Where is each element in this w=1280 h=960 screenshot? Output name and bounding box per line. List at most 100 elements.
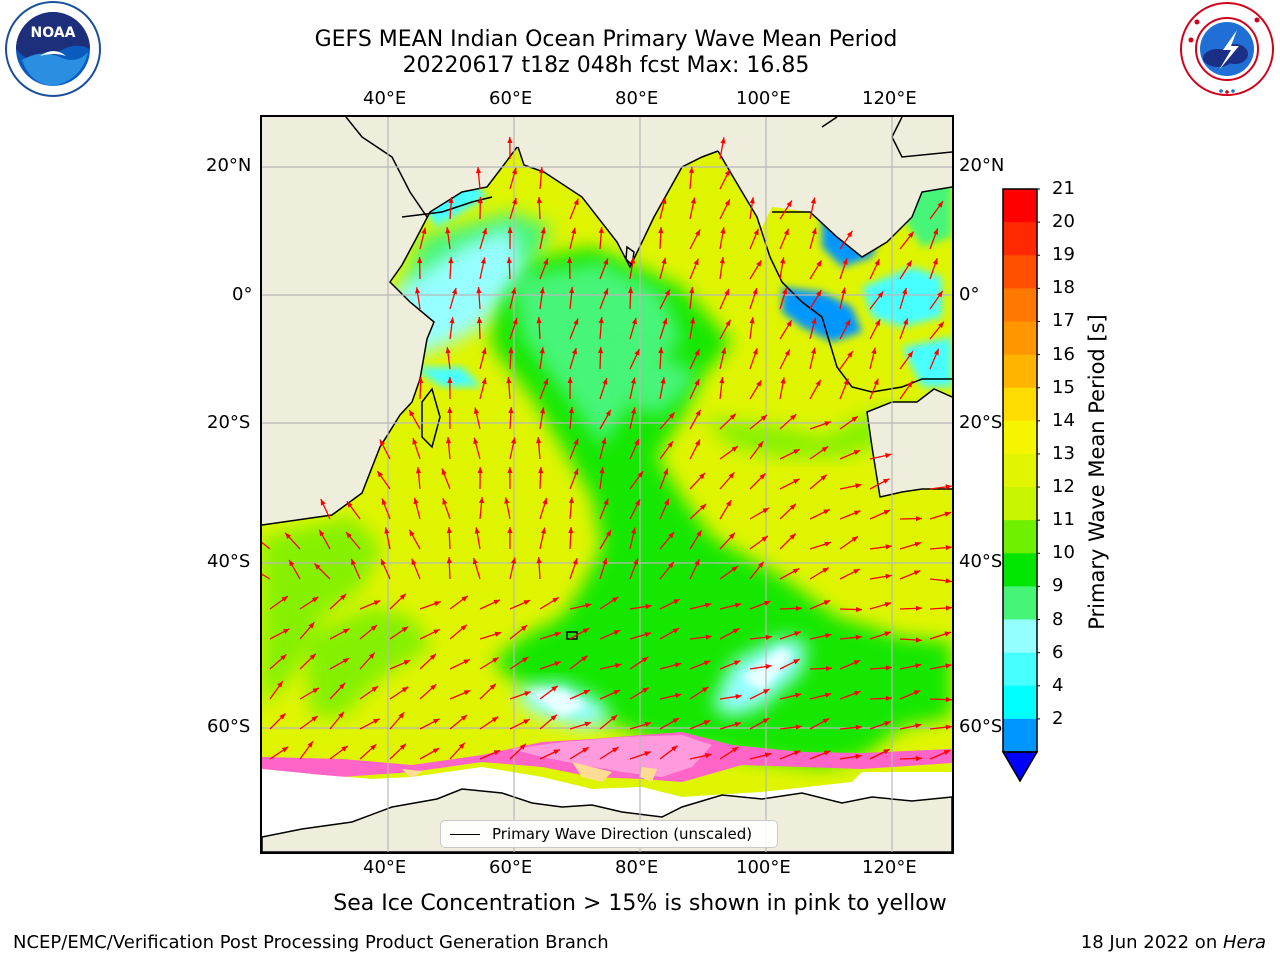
wave-direction-arrow [509,317,518,340]
wave-direction-arrow [380,558,391,580]
colorbar-cell [1003,586,1037,621]
wave-direction-arrow [809,289,822,310]
wave-direction-arrow [569,227,577,250]
wave-direction-arrow [719,471,735,490]
wave-direction-arrow [719,532,736,550]
wave-direction-arrow [449,658,471,670]
wave-direction-arrow [659,693,682,700]
footer-host: Hera [1222,932,1266,953]
wave-direction-arrow [473,437,481,460]
lat-label-left-20n: 20°N [206,155,252,176]
wave-direction-arrow [869,347,877,370]
wave-direction-arrow [479,749,501,760]
map-panel[interactable]: Primary Wave Direction (unscaled) [260,115,954,854]
wave-direction-arrow [569,287,575,310]
wave-direction-arrow [299,596,319,610]
wave-direction-arrow [929,545,952,551]
wave-direction-arrow [689,719,711,730]
wave-direction-arrow [779,448,801,460]
wave-direction-arrow [749,414,768,430]
wave-direction-arrow [599,258,609,280]
wave-direction-arrow [689,378,700,400]
wave-direction-arrow [749,752,772,760]
wave-direction-arrow [719,602,742,610]
wave-direction-arrow [719,377,725,400]
colorbar-underflow-triangle [1001,751,1039,783]
noaa-logo-text: NOAA [31,25,76,41]
wave-direction-arrow [509,691,531,700]
wave-direction-arrow [299,653,317,670]
wave-direction-arrow [629,656,649,670]
wave-direction-arrow [446,556,452,580]
wave-direction-arrow [449,714,468,730]
wave-direction-arrow [839,724,862,730]
wave-direction-arrow [629,317,637,340]
wave-direction-arrow [449,624,468,640]
wave-direction-arrow [598,317,604,340]
wave-direction-arrow [629,407,636,430]
wave-direction-arrow [869,720,891,730]
wave-direction-arrow [599,288,609,310]
lat-label-left-20s: 20°S [207,412,251,433]
lon-label-bottom-40e: 40°E [363,857,407,878]
wave-direction-arrow [629,348,640,370]
wave-direction-arrow [475,167,482,190]
colorbar-tick-label: 16 [1052,343,1075,365]
wave-direction-arrow [659,412,676,430]
wave-direction-arrow [749,228,760,250]
wave-direction-arrow [477,196,483,220]
wave-direction-arrow [659,377,666,400]
wave-direction-arrow [719,722,742,730]
wave-direction-arrow [899,637,923,643]
wave-direction-arrow [929,663,952,670]
wave-direction-arrow [479,347,487,370]
wave-direction-arrow [779,478,800,490]
wave-direction-arrow [539,378,549,400]
wave-direction-arrow [299,621,315,640]
wave-direction-arrow [839,257,848,280]
wave-direction-arrow [899,350,914,370]
wave-direction-arrow [779,631,802,640]
wave-direction-arrow [599,467,605,490]
wave-direction-arrow [479,683,497,700]
wave-direction-arrow [599,629,621,640]
wave-direction-arrow [299,687,320,700]
wave-direction-arrow [929,724,952,730]
wave-direction-arrow [419,227,427,250]
wave-direction-arrow [719,746,739,760]
wave-direction-arrow [719,257,725,280]
wave-direction-arrow [839,634,862,640]
wave-direction-arrow [779,200,793,220]
wave-direction-arrow [749,347,758,370]
wave-direction-arrow [689,348,701,370]
wave-direction-arrow [839,319,851,340]
wave-direction-arrow [507,466,513,490]
wave-direction-arrow [749,688,770,700]
wave-direction-arrow [567,256,573,280]
wave-direction-arrow [629,604,652,610]
colorbar-cell [1003,288,1037,322]
wave-direction-arrow [929,257,938,280]
wave-direction-arrow [659,662,682,670]
wave-direction-arrow [449,689,471,700]
wave-direction-arrow [629,470,644,490]
wave-direction-arrow [749,664,772,670]
wave-direction-arrow [442,497,451,520]
wave-direction-arrow [869,378,879,400]
wave-direction-arrow [415,467,421,490]
wave-direction-arrow [689,258,699,280]
wave-direction-arrow [449,317,455,340]
wave-direction-arrow [539,631,562,640]
wave-direction-arrow [477,466,483,490]
wave-direction-arrow [869,631,892,640]
wave-direction-arrow [659,440,674,460]
wave-direction-arrow [749,379,762,400]
wave-direction-arrows [262,136,952,762]
wave-direction-arrow [689,472,706,490]
wave-direction-arrow [419,718,440,730]
wave-direction-arrow [719,137,726,160]
wave-direction-arrow [929,484,952,490]
wave-direction-arrow [599,714,618,730]
wave-direction-arrow [329,628,350,640]
colorbar-tick-label: 20 [1052,211,1075,233]
